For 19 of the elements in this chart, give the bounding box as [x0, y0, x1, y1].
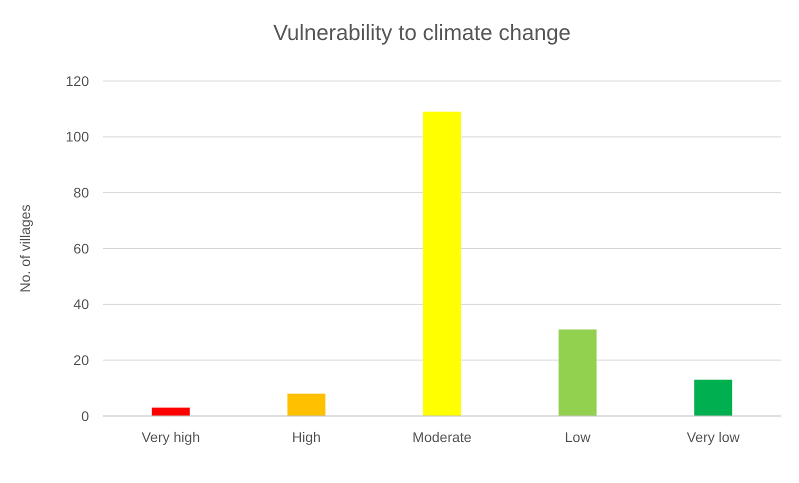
x-tick-label: Very low — [686, 429, 741, 445]
bar — [694, 380, 732, 416]
chart-title: Vulnerability to climate change — [273, 20, 571, 45]
x-tick-label: Very high — [142, 429, 200, 445]
y-tick-label: 100 — [66, 128, 90, 145]
y-tick-label: 40 — [73, 296, 90, 312]
y-tick-label: 0 — [81, 408, 90, 424]
y-tick-label: 80 — [73, 184, 90, 201]
x-tick-label: Moderate — [412, 429, 472, 445]
y-tick-label: 120 — [66, 72, 90, 89]
x-tick-label: High — [292, 429, 321, 445]
bar — [423, 112, 461, 416]
x-tick-label: Low — [564, 429, 592, 445]
y-axis-title: No. of villages — [17, 204, 33, 292]
bar — [558, 329, 597, 416]
y-tick-label: 60 — [73, 240, 90, 256]
bar — [152, 408, 190, 416]
bar — [287, 394, 326, 416]
y-tick-label: 20 — [73, 352, 90, 368]
